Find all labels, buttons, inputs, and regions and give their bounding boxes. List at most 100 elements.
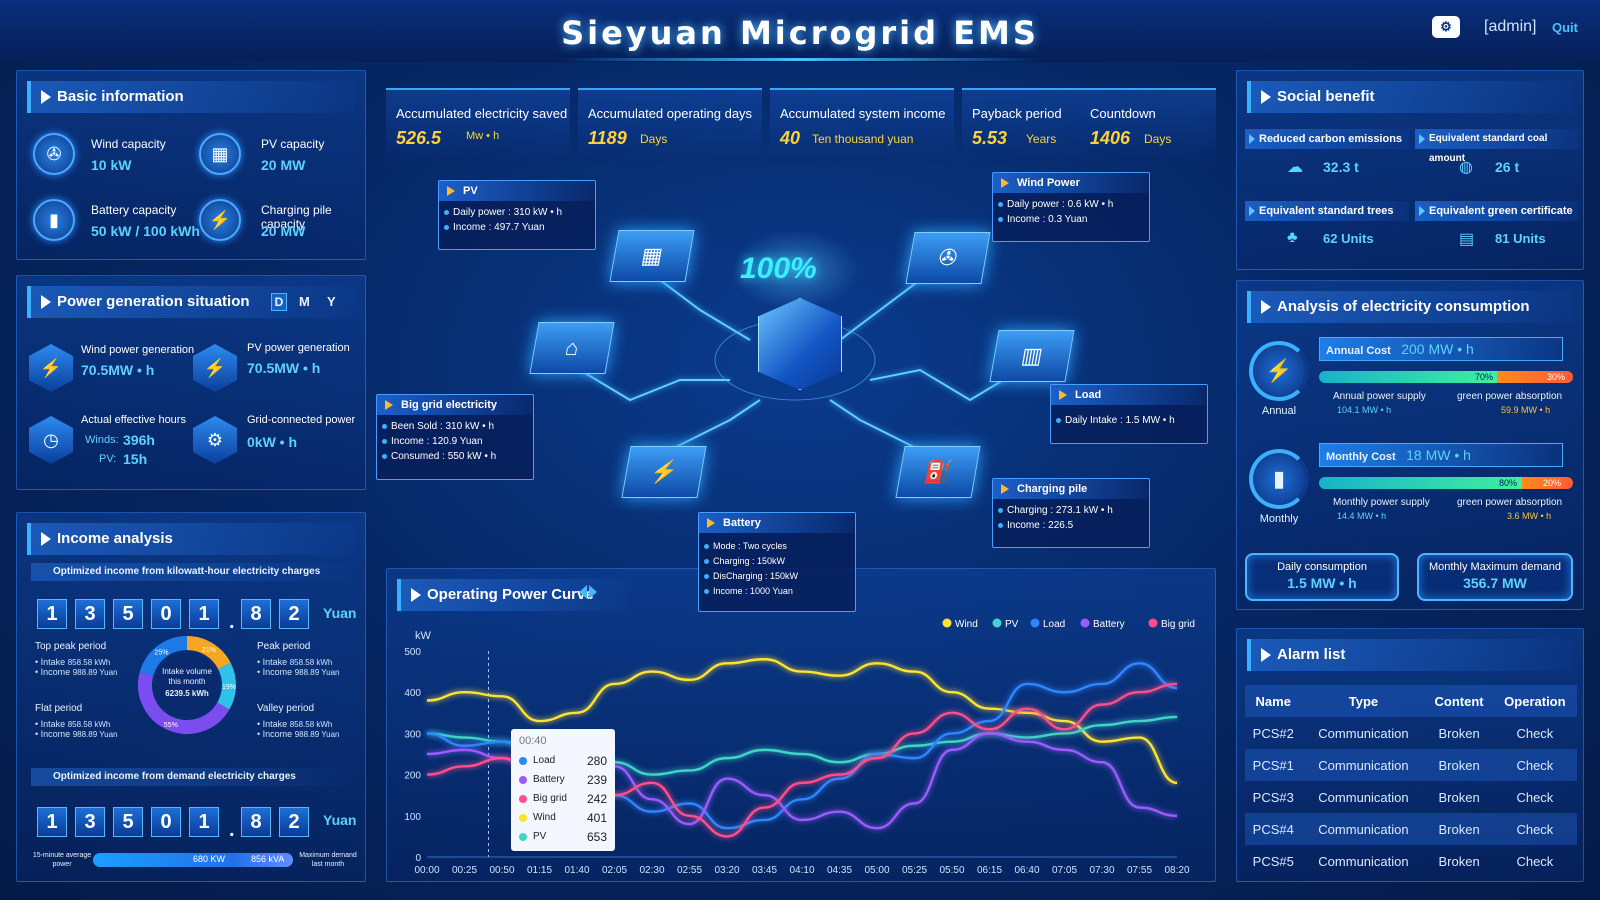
- alarm-row: PCS#1 Communication Broken Check: [1245, 749, 1577, 781]
- x-tick-label: 00:25: [452, 865, 477, 876]
- wind-generation-value: 70.5MW • h: [81, 362, 155, 378]
- central-cube: [758, 298, 842, 390]
- alarm-row: PCS#5 Communication Broken Check: [1245, 845, 1577, 877]
- battery-node[interactable]: ⚡: [621, 446, 707, 498]
- alarm-check-button[interactable]: Check: [1492, 813, 1577, 845]
- alarm-type: Communication: [1301, 813, 1426, 845]
- wind-node[interactable]: ✇: [905, 232, 991, 284]
- power-generation-title: Power generation situation: [27, 286, 355, 318]
- line-charging: [829, 399, 941, 461]
- pv-info-row: Daily power : 310 kW • h: [439, 205, 595, 220]
- max-demand-label: Maximum demand last month: [299, 852, 357, 868]
- annual-supply-value: 104.1 MW • h: [1337, 405, 1392, 415]
- tooltip-dot: [519, 794, 527, 803]
- coal-icon: ◍: [1459, 159, 1473, 176]
- period-peak: Peak period • Intake 858.58 kWh • Income…: [257, 641, 357, 677]
- alarm-name: PCS#1: [1245, 749, 1302, 781]
- chart-prev-arrow[interactable]: [579, 585, 587, 599]
- legend-dot: [1080, 618, 1090, 628]
- legend-item[interactable]: Battery: [1080, 618, 1125, 631]
- monthly-green-label: green power absorption: [1457, 497, 1563, 508]
- period-name: Peak period: [257, 641, 311, 652]
- monthly-cost-box: Monthly Cost 18 MW • h: [1319, 443, 1563, 467]
- alarm-check-button[interactable]: Check: [1516, 725, 1554, 741]
- pv-node[interactable]: ▦: [609, 230, 695, 282]
- tooltip-row: Battery 239: [519, 770, 607, 789]
- income-value: 988.89 Yuan: [72, 730, 118, 739]
- donut-slice: [186, 636, 231, 670]
- alarm-check-button[interactable]: Check: [1492, 749, 1577, 781]
- donut-slice: [138, 672, 230, 734]
- intake-label: • Intake: [35, 719, 66, 729]
- monthly-supply-label: Monthly power supply: [1333, 497, 1430, 508]
- alarm-name: PCS#4: [1245, 813, 1302, 845]
- alarm-check-button[interactable]: Check: [1516, 789, 1554, 805]
- tab-day[interactable]: D: [271, 293, 287, 311]
- digit-box: 1: [37, 599, 67, 629]
- wind-info: Wind Power Daily power : 0.6 kW • h Inco…: [992, 172, 1150, 242]
- max-demand-card-value: 356.7 MW: [1463, 575, 1527, 591]
- line-load: [869, 368, 1021, 402]
- digit-box: 8: [241, 599, 271, 629]
- tree-icon: ♣: [1287, 229, 1298, 246]
- demand-bar-value-2: 856 kVA: [251, 854, 285, 864]
- legend-label: PV: [1005, 619, 1019, 630]
- legend-item[interactable]: Big grid: [1148, 618, 1195, 631]
- grid-node[interactable]: ⌂: [529, 322, 615, 374]
- y-tick-label: 400: [404, 688, 421, 699]
- tab-month[interactable]: M: [299, 294, 310, 309]
- tooltip-series-name: Load: [533, 755, 556, 766]
- monthly-label: Monthly: [1259, 513, 1299, 525]
- grid-info: Big grid electricity Been Sold : 310 kW …: [376, 394, 534, 480]
- load-info: Load Daily Intake : 1.5 MW • h: [1050, 384, 1208, 444]
- annual-supply-fill: [1319, 371, 1497, 383]
- digit-dot: .: [229, 611, 235, 633]
- charging-pile-capacity-label: Charging pile capacity: [261, 203, 332, 231]
- annual-green-value: 59.9 MW • h: [1501, 405, 1551, 415]
- charging-node[interactable]: ⛽: [895, 446, 981, 498]
- legend-item[interactable]: PV: [992, 618, 1019, 631]
- intake-label: • Intake: [257, 719, 288, 729]
- line-pv: [659, 279, 751, 341]
- chart-next-arrow[interactable]: [589, 585, 597, 599]
- annual-green-fill: [1496, 371, 1573, 383]
- x-tick-label: 02:05: [602, 865, 627, 876]
- alarm-name: PCS#3: [1252, 789, 1294, 805]
- stat-unit: Mw • h: [466, 130, 500, 142]
- battery-info: Battery Mode : Two cycles Charging : 150…: [698, 512, 856, 612]
- monthly-cost-label: Monthly Cost: [1326, 451, 1396, 463]
- header: Sieyuan Microgrid EMS ⚙ [admin] Quit: [0, 0, 1600, 62]
- load-node[interactable]: ▥: [989, 330, 1075, 382]
- max-demand-card: Monthly Maximum demand 356.7 MW: [1417, 553, 1573, 601]
- x-tick-label: 08:20: [1164, 865, 1189, 876]
- quit-button[interactable]: Quit: [1552, 20, 1578, 35]
- digit-box: 1: [37, 807, 67, 837]
- series-line-wind: [426, 658, 1178, 785]
- tooltip-dot: [519, 756, 527, 765]
- legend-item[interactable]: Wind: [942, 618, 978, 631]
- charging-pile-capacity-value: 20 MW: [261, 223, 306, 239]
- x-tick-label: 04:35: [827, 865, 852, 876]
- donut-center: [155, 653, 219, 717]
- stat-title-countdown: Countdown: [1090, 106, 1156, 121]
- y-tick-label: 100: [404, 812, 421, 823]
- monthly-green-pct: 20%: [1542, 478, 1561, 488]
- daily-consumption-value: 1.5 MW • h: [1287, 575, 1357, 591]
- demand-bar-value-1: 680 KW: [193, 854, 226, 864]
- legend-item[interactable]: Load: [1030, 618, 1066, 631]
- alarm-type: Communication: [1301, 749, 1426, 781]
- income-label: • Income: [257, 667, 293, 677]
- alarm-check-button[interactable]: Check: [1516, 853, 1554, 869]
- tooltip-series-name: Battery: [533, 774, 565, 785]
- tab-year[interactable]: Y: [327, 294, 336, 309]
- income-value: 988.89 Yuan: [294, 730, 340, 739]
- digit-box: 1: [189, 807, 219, 837]
- pv-capacity-value: 20 MW: [261, 157, 306, 173]
- alarm-panel: Alarm list Name Type Content Operation P…: [1236, 628, 1584, 882]
- grid-connected-label: Grid-connected power: [247, 414, 356, 426]
- clock-icon: ◷: [29, 416, 73, 464]
- monthly-cost-value: 18 MW • h: [1406, 447, 1471, 463]
- tooltip-dot: [519, 775, 527, 784]
- settings-icon[interactable]: ⚙: [1432, 16, 1460, 38]
- legend-dot: [1148, 618, 1158, 628]
